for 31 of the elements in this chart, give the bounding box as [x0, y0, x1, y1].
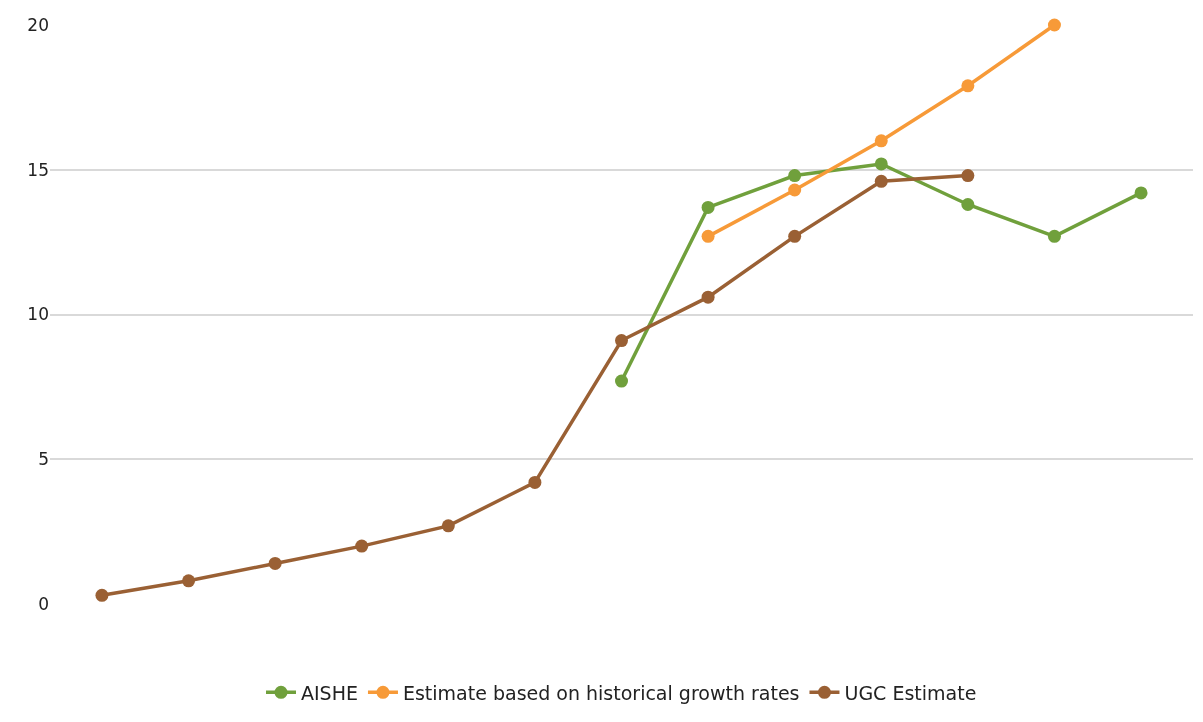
point [701, 290, 715, 304]
point [961, 79, 975, 93]
point [268, 556, 282, 570]
point [615, 374, 628, 388]
y-tick-label: 5 [38, 449, 49, 470]
y-tick-label: 20 [27, 14, 49, 35]
y-tick-label: 0 [38, 593, 49, 614]
legend-label: UGC Estimate [844, 681, 977, 704]
point [1134, 186, 1148, 200]
point [874, 174, 888, 188]
point [874, 157, 888, 171]
point [441, 519, 455, 533]
point [1047, 229, 1061, 243]
point [788, 229, 802, 243]
point [182, 574, 196, 588]
legend-label: AISHE [301, 681, 358, 704]
legend-label: Estimate based on historical growth rates [402, 681, 800, 704]
point [788, 169, 802, 183]
point [528, 475, 542, 489]
point [95, 588, 109, 602]
point [874, 134, 888, 148]
point [355, 539, 369, 553]
point [1047, 18, 1061, 32]
point [615, 334, 628, 348]
point [961, 197, 975, 211]
point [788, 183, 802, 197]
y-tick-label: 15 [27, 159, 49, 180]
y-tick-label: 10 [27, 304, 49, 325]
point [701, 229, 715, 243]
point [961, 169, 975, 183]
point [701, 200, 715, 214]
